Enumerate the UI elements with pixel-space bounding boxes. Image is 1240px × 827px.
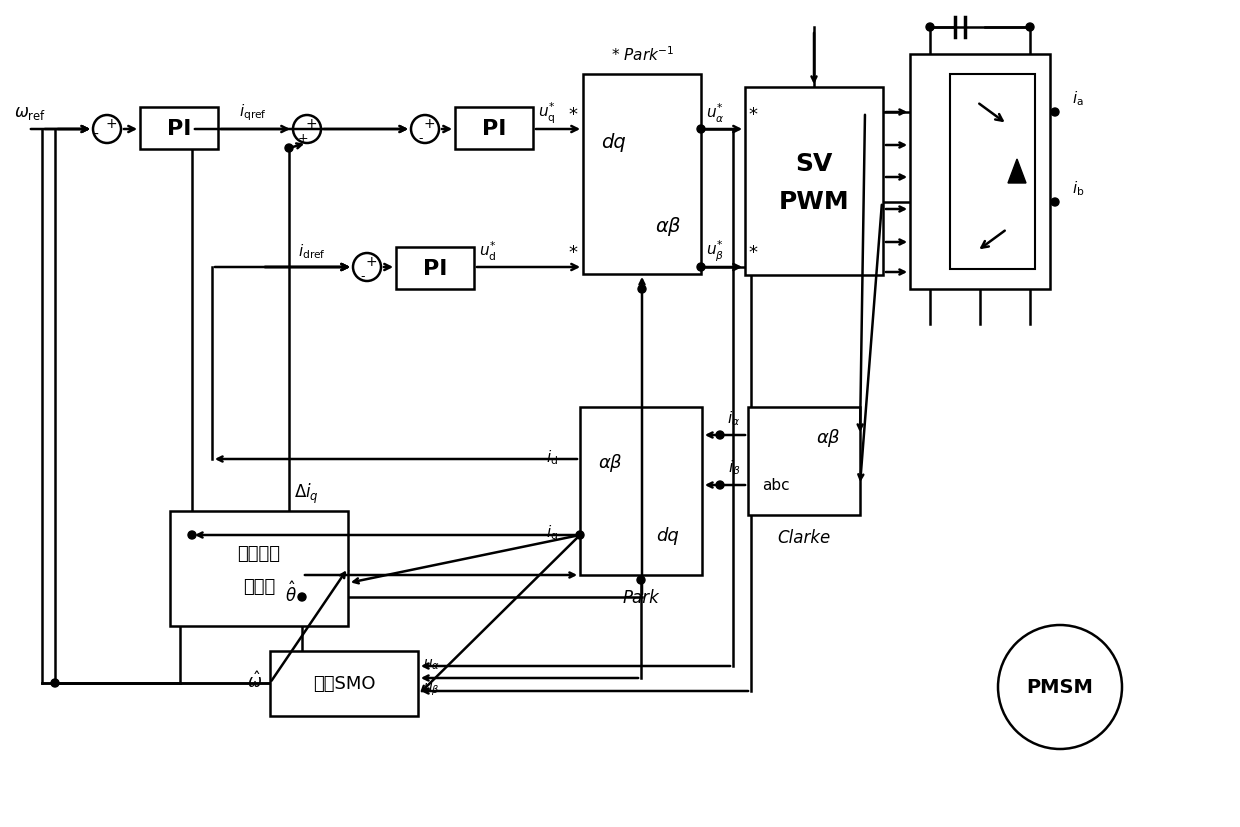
- Circle shape: [715, 432, 724, 439]
- Text: $\alpha\beta$: $\alpha\beta$: [655, 215, 681, 238]
- Text: $\alpha\beta$: $\alpha\beta$: [816, 427, 841, 448]
- Circle shape: [293, 116, 321, 144]
- Circle shape: [1052, 198, 1059, 207]
- Text: $i_{\alpha}$: $i_{\alpha}$: [728, 409, 740, 428]
- Text: $u_{\beta}$: $u_{\beta}$: [423, 681, 440, 697]
- Text: 观测器: 观测器: [243, 577, 275, 595]
- Circle shape: [188, 532, 196, 539]
- Text: -: -: [361, 270, 366, 283]
- Text: $\omega_{\rm ref}$: $\omega_{\rm ref}$: [14, 104, 46, 122]
- Text: $i_{\rm q}$: $i_{\rm q}$: [546, 523, 558, 543]
- Bar: [170, 511, 348, 626]
- Circle shape: [998, 625, 1122, 749]
- Text: *: *: [568, 106, 577, 124]
- Text: Clarke: Clarke: [777, 528, 831, 547]
- Text: $\hat{\theta}$: $\hat{\theta}$: [285, 581, 298, 605]
- Circle shape: [298, 593, 306, 601]
- Text: SV: SV: [795, 152, 833, 176]
- Text: -: -: [93, 128, 98, 141]
- Polygon shape: [1008, 160, 1025, 184]
- Text: $\hat{\omega}$: $\hat{\omega}$: [247, 671, 262, 691]
- Text: 改进SMO: 改进SMO: [312, 674, 376, 692]
- Bar: [748, 408, 861, 515]
- Bar: [950, 75, 1035, 270]
- Bar: [910, 55, 1050, 289]
- Bar: [745, 88, 883, 275]
- Circle shape: [577, 532, 584, 539]
- Circle shape: [1025, 24, 1034, 32]
- Bar: [580, 408, 702, 576]
- Text: $u_{\rm d}^{*}$: $u_{\rm d}^{*}$: [479, 239, 496, 262]
- Text: $i_{\rm a}$: $i_{\rm a}$: [1073, 89, 1084, 108]
- Text: *: *: [749, 106, 758, 124]
- Text: $u_{\alpha}$: $u_{\alpha}$: [423, 657, 440, 672]
- Text: Park: Park: [622, 588, 660, 606]
- Bar: [583, 75, 701, 275]
- Text: $u_{\rm q}^{*}$: $u_{\rm q}^{*}$: [538, 100, 556, 126]
- Text: $\Delta i_{q}$: $\Delta i_{q}$: [294, 481, 319, 505]
- Circle shape: [715, 481, 724, 490]
- Text: *: *: [568, 244, 577, 261]
- Bar: [455, 108, 533, 150]
- Text: * Park$^{-1}$: * Park$^{-1}$: [610, 45, 673, 65]
- Text: $i_{\rm qref}$: $i_{\rm qref}$: [239, 103, 267, 123]
- Text: $\alpha\beta$: $\alpha\beta$: [598, 452, 622, 473]
- Text: $i_{\rm d}$: $i_{\rm d}$: [546, 448, 558, 466]
- Circle shape: [285, 145, 293, 153]
- Text: +: +: [366, 255, 377, 269]
- Circle shape: [926, 24, 934, 32]
- Text: 负载转矩: 负载转矩: [238, 544, 280, 562]
- Bar: [140, 108, 218, 150]
- Circle shape: [1052, 109, 1059, 117]
- Text: PWM: PWM: [779, 189, 849, 213]
- Text: dq: dq: [600, 133, 625, 152]
- Text: +: +: [423, 117, 435, 131]
- Text: PMSM: PMSM: [1027, 677, 1094, 696]
- Circle shape: [353, 254, 381, 282]
- Text: $i_{\beta}$: $i_{\beta}$: [728, 458, 740, 479]
- Circle shape: [93, 116, 122, 144]
- Circle shape: [697, 264, 706, 272]
- Bar: [270, 651, 418, 716]
- Text: abc: abc: [763, 478, 790, 493]
- Text: $u_{\alpha}^{*}$: $u_{\alpha}^{*}$: [706, 101, 724, 124]
- Text: PI: PI: [482, 119, 506, 139]
- Text: $u_{\beta}^{*}$: $u_{\beta}^{*}$: [706, 238, 724, 263]
- Text: $i_{\rm b}$: $i_{\rm b}$: [1073, 179, 1085, 198]
- Text: $i_{\rm dref}$: $i_{\rm dref}$: [298, 242, 326, 261]
- Text: +: +: [105, 117, 117, 131]
- Circle shape: [637, 576, 645, 585]
- Text: +: +: [305, 117, 316, 131]
- Text: dq: dq: [657, 526, 680, 544]
- Circle shape: [639, 285, 646, 294]
- Bar: [396, 248, 474, 289]
- Text: PI: PI: [167, 119, 191, 139]
- Text: +: +: [298, 132, 309, 146]
- Text: -: -: [419, 132, 423, 146]
- Circle shape: [697, 126, 706, 134]
- Circle shape: [410, 116, 439, 144]
- Text: PI: PI: [423, 259, 448, 279]
- Circle shape: [51, 679, 60, 687]
- Text: *: *: [749, 244, 758, 261]
